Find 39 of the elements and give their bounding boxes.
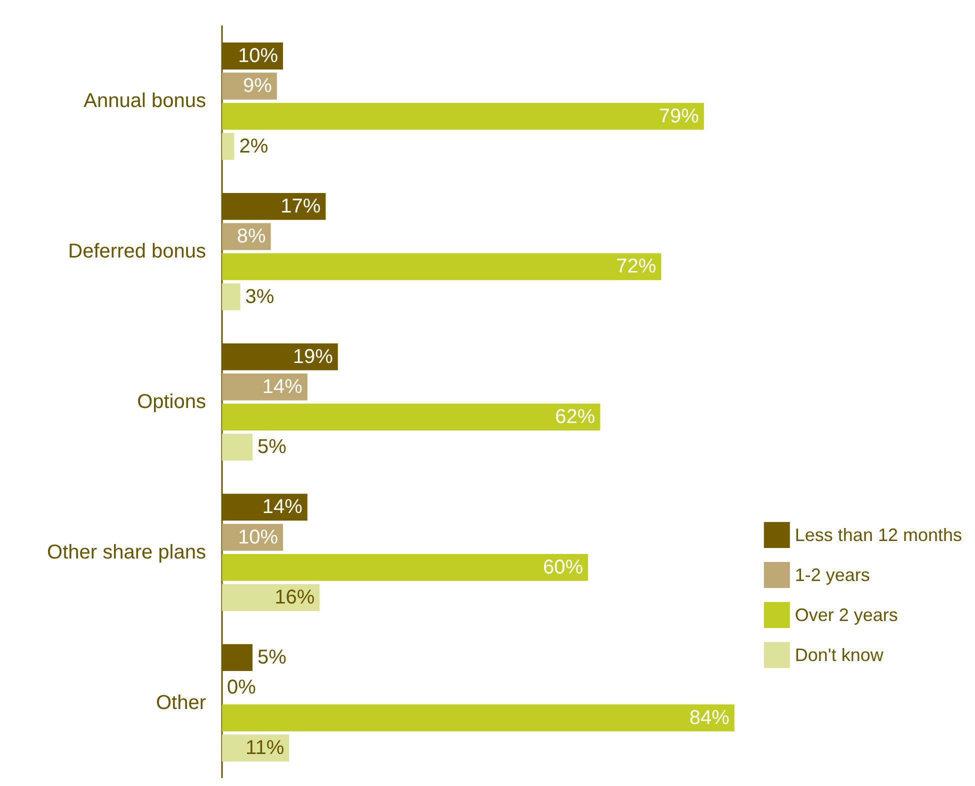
bar — [222, 554, 588, 581]
data-label: 84% — [689, 706, 730, 729]
bar — [222, 584, 320, 612]
data-label: 3% — [245, 286, 274, 308]
data-label: 16% — [274, 586, 315, 609]
legend-label: Over 2 years — [794, 605, 898, 625]
data-label: 2% — [239, 135, 268, 158]
bar — [222, 132, 234, 160]
data-label: 72% — [616, 256, 656, 278]
y-tick-label: Other share plans — [47, 541, 206, 564]
data-label: 0% — [227, 676, 256, 699]
bar — [222, 434, 252, 461]
data-label: 17% — [280, 195, 321, 218]
bar — [222, 102, 704, 130]
data-label: 14% — [262, 496, 303, 518]
data-label: 5% — [258, 436, 287, 458]
legend-label: 1-2 years — [794, 565, 870, 585]
y-tick-label: Options — [137, 391, 206, 413]
bar — [222, 373, 308, 400]
bar — [222, 704, 734, 732]
bar — [222, 283, 240, 310]
data-label: 10% — [238, 526, 278, 548]
y-tick-label: Annual bonus — [84, 90, 206, 112]
data-label: 79% — [658, 105, 700, 128]
data-label: 10% — [238, 44, 278, 67]
bar — [222, 404, 600, 431]
data-label: 5% — [258, 646, 287, 669]
y-tick-label: Deferred bonus — [68, 240, 206, 263]
y-tick-label: Other — [156, 692, 206, 714]
data-label: 9% — [242, 75, 272, 98]
legend-label: Don't know — [794, 645, 884, 665]
data-label: 62% — [555, 406, 596, 428]
data-label: 14% — [262, 376, 303, 398]
legend-label: Less than 12 months — [794, 525, 962, 545]
data-label: 8% — [236, 226, 266, 248]
data-label: 11% — [246, 737, 284, 760]
data-label: 19% — [292, 346, 334, 368]
bar — [222, 253, 662, 280]
data-label: 60% — [542, 556, 584, 578]
